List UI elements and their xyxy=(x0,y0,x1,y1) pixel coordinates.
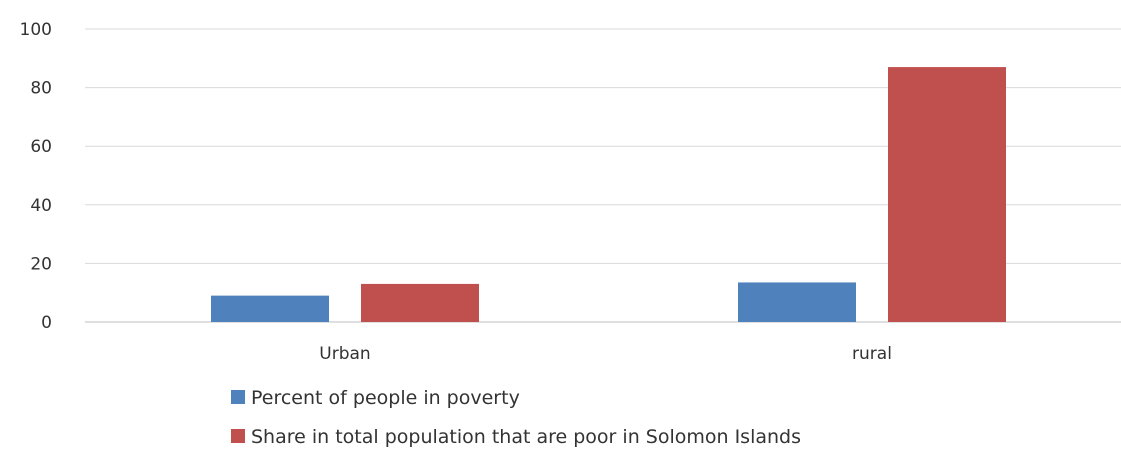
legend-label: Share in total population that are poor … xyxy=(251,426,801,448)
legend-label: Percent of people in poverty xyxy=(251,387,520,409)
y-tick-label: 100 xyxy=(20,20,52,40)
x-category-label: rural xyxy=(852,344,892,364)
y-axis-ticks: 0 20 40 60 80 100 xyxy=(20,20,52,333)
legend: Percent of people in poverty Share in tot… xyxy=(231,387,801,448)
x-category-label: Urban xyxy=(319,344,370,364)
legend-swatch xyxy=(231,390,245,404)
y-tick-label: 60 xyxy=(30,137,52,157)
x-axis-categories: Urban rural xyxy=(319,344,892,364)
bars xyxy=(211,67,1006,322)
y-tick-label: 20 xyxy=(30,254,52,274)
bar-rural-series-2 xyxy=(888,67,1006,322)
bar-rural-series-1 xyxy=(738,282,856,322)
y-tick-label: 40 xyxy=(30,196,52,216)
y-tick-label: 80 xyxy=(30,79,52,99)
bar-urban-series-1 xyxy=(211,295,329,322)
legend-swatch xyxy=(231,429,245,443)
bar-urban-series-2 xyxy=(361,283,479,322)
y-tick-label: 0 xyxy=(41,313,52,333)
